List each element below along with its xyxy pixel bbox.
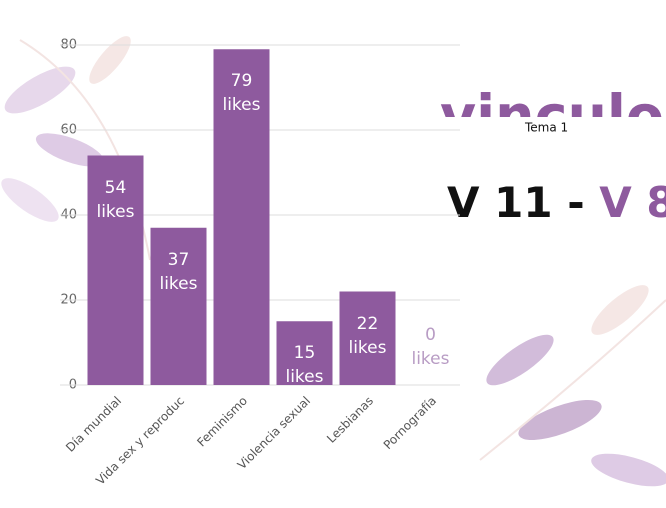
score: V 11 - V 8 <box>447 178 666 227</box>
score-left: V 11 - <box>447 178 585 227</box>
chart: vinculo Tema 1 V 11 - V 8 020406080Día m… <box>0 0 666 508</box>
value-label: 37 likes <box>151 248 207 296</box>
value-label: 54 likes <box>88 176 144 224</box>
x-tick-label: Feminismo <box>194 394 250 450</box>
value-label: 79 likes <box>214 69 270 117</box>
score-right: V 8 <box>599 178 666 227</box>
brand-title: vinculo <box>440 82 664 150</box>
x-tick-label: Lesbianas <box>324 394 376 446</box>
legend-entry: Tema 1 <box>524 121 568 135</box>
value-label: 22 likes <box>340 312 396 360</box>
x-tick-label: Pornografía <box>381 394 439 452</box>
page: vinculo Tema 1 V 11 - V 8 020406080Día m… <box>0 0 666 508</box>
x-tick-label: Día mundial <box>63 394 124 455</box>
value-label: 15 likes <box>277 341 333 389</box>
value-label: 0 likes <box>403 323 459 371</box>
